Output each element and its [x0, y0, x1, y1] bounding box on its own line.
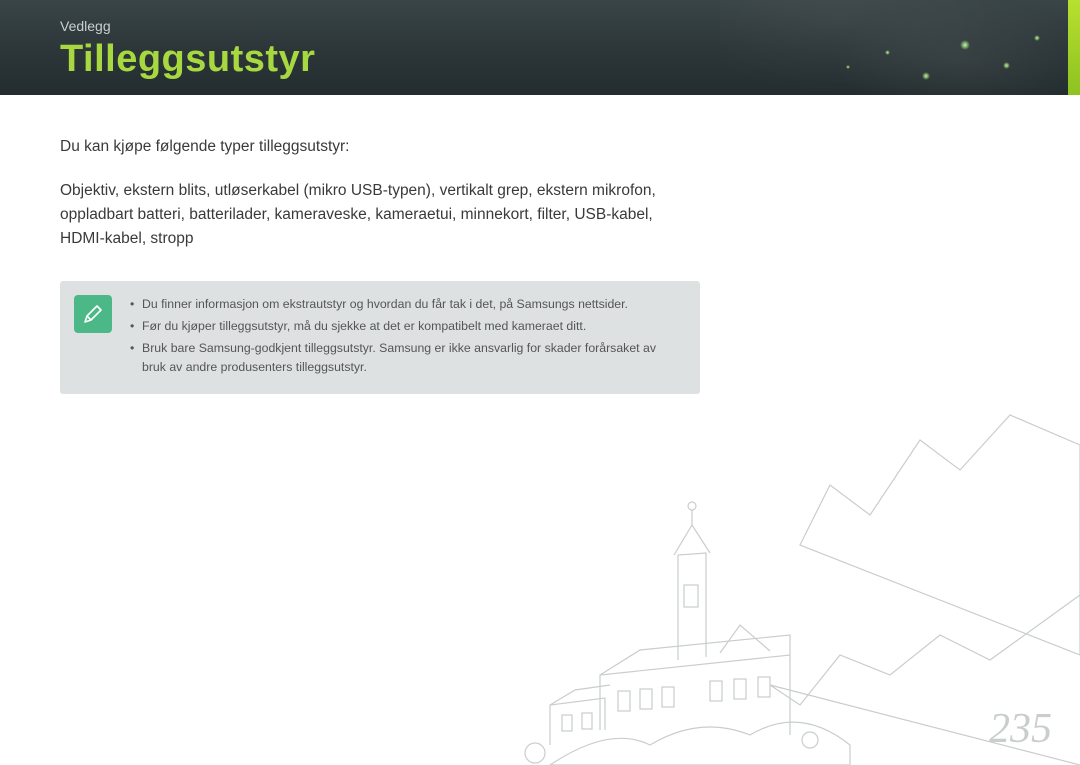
pen-icon: [74, 295, 112, 333]
sparkle-decoration: [1003, 62, 1010, 69]
note-list: Du finner informasjon om ekstrautstyr og…: [130, 295, 682, 380]
sparkle-decoration: [922, 72, 930, 80]
intro-text: Du kan kjøpe følgende typer tilleggsutst…: [60, 135, 660, 159]
header-accent-edge: [1068, 0, 1080, 95]
sparkle-decoration: [960, 40, 970, 50]
body-text: Objektiv, ekstern blits, utløserkabel (m…: [60, 179, 660, 251]
page-number: 235: [989, 705, 1052, 753]
section-label: Vedlegg: [60, 18, 1020, 34]
sparkle-decoration: [885, 50, 890, 55]
sparkle-decoration: [1034, 35, 1040, 41]
content-area: Du kan kjøpe følgende typer tilleggsutst…: [0, 95, 720, 394]
note-item: Du finner informasjon om ekstrautstyr og…: [130, 295, 682, 314]
note-item: Bruk bare Samsung-godkjent tilleggsutsty…: [130, 339, 682, 377]
page-title: Tilleggsutstyr: [60, 38, 1020, 81]
sparkle-decoration: [846, 65, 850, 69]
note-item: Før du kjøper tilleggsutstyr, må du sjek…: [130, 317, 682, 336]
page-header: Vedlegg Tilleggsutstyr: [0, 0, 1080, 95]
note-box: Du finner informasjon om ekstrautstyr og…: [60, 281, 700, 394]
